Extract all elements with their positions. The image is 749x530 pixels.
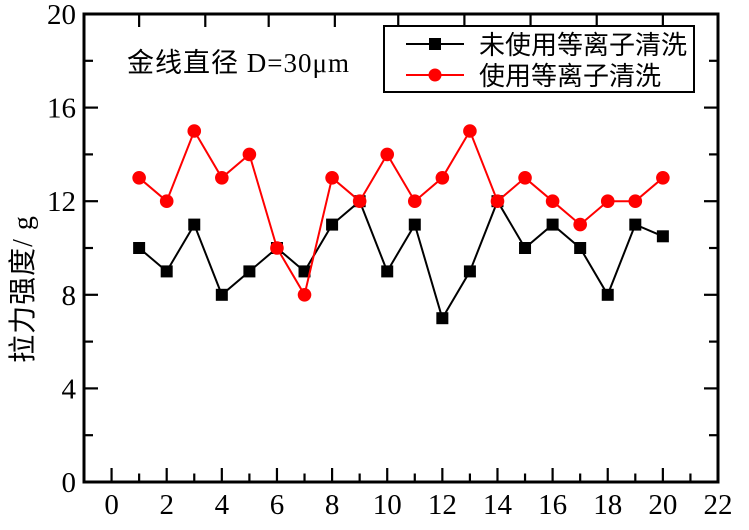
square-data-marker	[326, 218, 339, 231]
square-data-marker	[463, 265, 476, 278]
circle-data-marker	[242, 147, 257, 162]
circle-data-marker	[187, 124, 202, 138]
circle-data-marker	[297, 288, 312, 302]
square-data-marker	[160, 265, 173, 278]
legend-swatch-square-line	[406, 34, 464, 54]
square-data-marker	[574, 242, 587, 254]
square-data-marker	[408, 218, 421, 231]
square-data-marker	[436, 312, 449, 325]
square-data-marker	[601, 288, 614, 301]
square-data-marker	[546, 218, 559, 231]
circle-data-marker	[518, 171, 532, 185]
square-data-marker	[381, 265, 394, 278]
square-data-marker	[629, 218, 642, 231]
x-tick-label: 16	[538, 489, 567, 521]
x-tick-label: 22	[704, 489, 733, 521]
square-data-marker	[298, 265, 311, 278]
circle-data-marker	[215, 171, 229, 185]
y-tick-label: 0	[62, 467, 77, 499]
square-data-marker	[519, 242, 532, 254]
x-tick-label: 12	[428, 489, 457, 521]
x-tick-label: 6	[270, 489, 285, 521]
circle-data-marker	[352, 194, 367, 208]
axis-ticks	[85, 12, 720, 484]
square-data-marker	[188, 218, 201, 231]
y-tick-label: 8	[62, 280, 77, 312]
circle-data-marker	[435, 171, 450, 185]
x-tick-label: 8	[325, 489, 340, 521]
y-tick-label: 12	[47, 186, 76, 218]
circle-data-marker	[573, 217, 587, 232]
circle-marker-icon	[428, 68, 442, 81]
series-line-plasma	[138, 128, 664, 298]
circle-data-marker	[656, 171, 670, 185]
circle-data-marker	[132, 171, 146, 185]
y-axis-title: 拉力强度/ g	[8, 215, 39, 363]
legend-item-no-plasma: 未使用等离子清洗	[406, 30, 693, 60]
square-data-marker	[656, 230, 669, 243]
annotation-wire-diameter: 金线直径 D=30μm	[127, 48, 350, 78]
square-marker-icon	[429, 37, 441, 50]
circle-data-marker	[463, 124, 477, 138]
circle-data-marker	[159, 194, 174, 208]
x-tick-label: 20	[648, 489, 677, 521]
axis-tick-labels: 0 2 4 6 8 10 12 14 16 18 20 22 0 4 8 12 16 20	[47, 0, 733, 521]
circle-data-marker	[270, 241, 284, 255]
square-data-marker	[215, 288, 228, 301]
y-tick-label: 20	[47, 0, 76, 31]
y-tick-label: 16	[47, 93, 76, 125]
circle-data-marker	[600, 194, 615, 208]
square-data-marker	[133, 242, 146, 254]
legend-label-plasma: 使用等离子清洗	[479, 62, 662, 91]
x-tick-label: 14	[483, 489, 513, 521]
x-tick-label: 4	[215, 489, 230, 521]
series-plasma	[132, 124, 670, 302]
square-data-marker	[243, 265, 256, 278]
y-tick-label: 4	[62, 373, 77, 405]
legend-label-no-plasma: 未使用等离子清洗	[479, 31, 688, 60]
legend-item-plasma: 使用等离子清洗	[406, 61, 693, 91]
circle-data-marker	[325, 171, 339, 185]
circle-data-marker	[628, 194, 643, 208]
circle-data-marker	[490, 194, 505, 208]
x-tick-label: 18	[593, 489, 622, 521]
series-no-plasma	[133, 195, 669, 325]
circle-data-marker	[545, 194, 560, 208]
x-tick-label: 0	[104, 489, 119, 521]
circle-data-marker	[380, 147, 395, 162]
x-tick-label: 10	[373, 489, 402, 521]
plot-frame	[82, 12, 720, 484]
legend-swatch-circle-line	[406, 65, 464, 85]
circle-data-marker	[407, 194, 422, 208]
legend-box: 未使用等离子清洗 使用等离子清洗	[383, 25, 695, 93]
x-tick-label: 2	[159, 489, 174, 521]
